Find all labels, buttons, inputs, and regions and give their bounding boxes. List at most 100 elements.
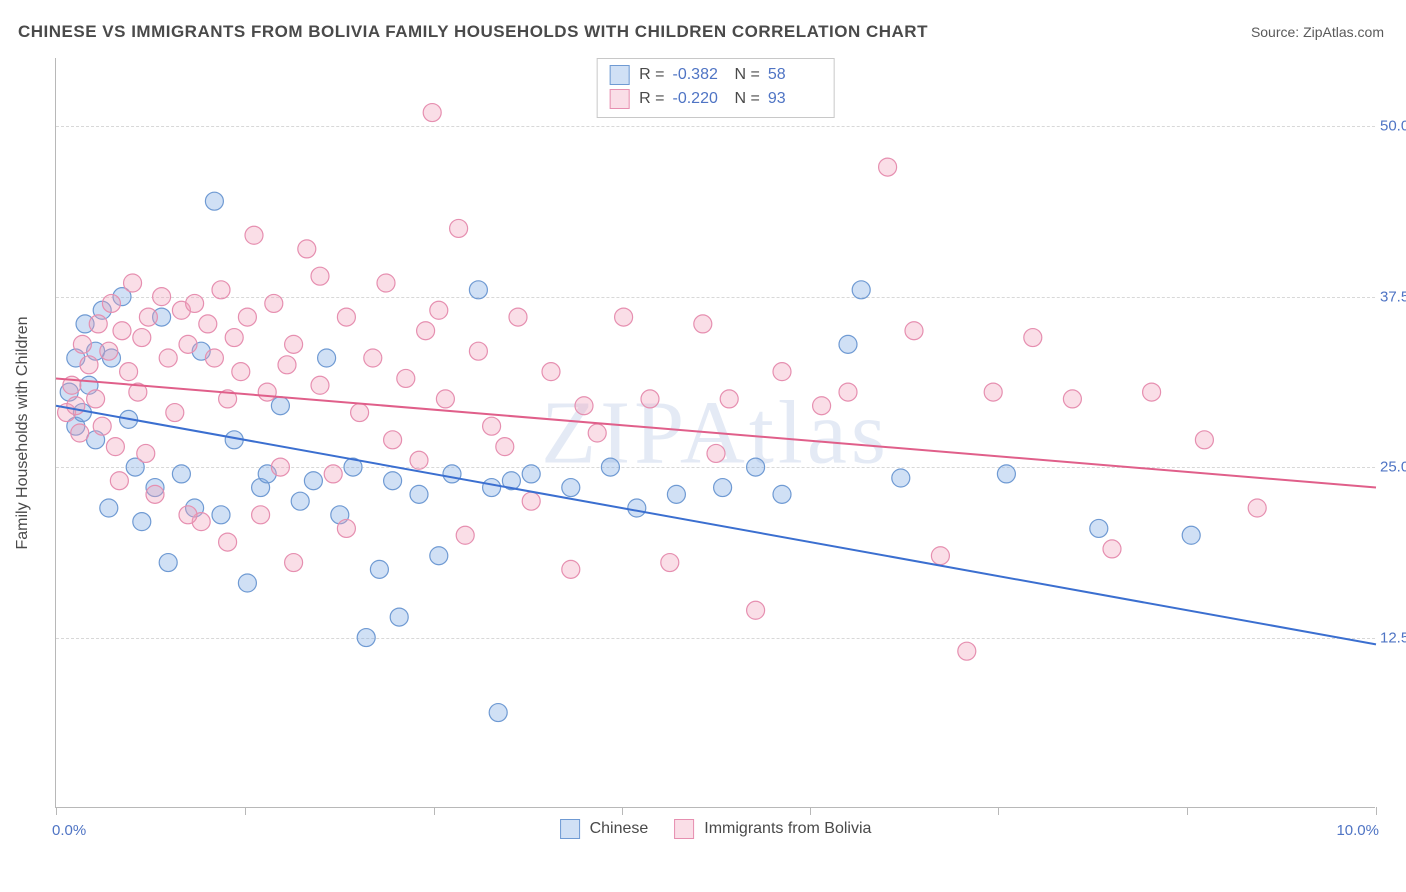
y-tick-label: 25.0%	[1380, 459, 1406, 476]
data-point	[997, 465, 1015, 483]
x-tick	[998, 807, 999, 815]
data-point	[1063, 390, 1081, 408]
data-point	[1248, 499, 1266, 517]
data-point	[469, 342, 487, 360]
data-point	[905, 322, 923, 340]
data-point	[984, 383, 1002, 401]
data-point	[100, 342, 118, 360]
data-point	[212, 281, 230, 299]
data-point	[71, 424, 89, 442]
legend-item-1: Immigrants from Bolivia	[674, 819, 871, 839]
data-point	[456, 526, 474, 544]
data-point	[219, 533, 237, 551]
data-point	[384, 431, 402, 449]
data-point	[351, 404, 369, 422]
data-point	[417, 322, 435, 340]
data-point	[205, 349, 223, 367]
data-point	[199, 315, 217, 333]
chart-area: Family Households with Children ZIPAtlas…	[55, 58, 1375, 808]
trend-line	[56, 378, 1376, 487]
data-point	[1182, 526, 1200, 544]
stat-n-label: N =	[735, 87, 760, 111]
data-point	[133, 513, 151, 531]
data-point	[291, 492, 309, 510]
data-point	[707, 444, 725, 462]
data-point	[179, 335, 197, 353]
data-point	[522, 465, 540, 483]
data-point	[694, 315, 712, 333]
x-tick	[434, 807, 435, 815]
stats-row-series-1: R = -0.220 N = 93	[609, 87, 822, 111]
data-point	[172, 465, 190, 483]
y-tick-label: 12.5%	[1380, 629, 1406, 646]
data-point	[469, 281, 487, 299]
data-point	[285, 554, 303, 572]
data-point	[311, 267, 329, 285]
data-point	[324, 465, 342, 483]
data-point	[397, 369, 415, 387]
stat-r-value-0: -0.382	[673, 63, 727, 87]
data-point	[271, 397, 289, 415]
x-tick-label-min: 0.0%	[52, 822, 86, 839]
data-point	[628, 499, 646, 517]
data-point	[89, 315, 107, 333]
data-point	[430, 301, 448, 319]
data-point	[450, 219, 468, 237]
source-value: ZipAtlas.com	[1303, 24, 1384, 40]
data-point	[370, 560, 388, 578]
data-point	[133, 329, 151, 347]
data-point	[67, 397, 85, 415]
data-point	[852, 281, 870, 299]
data-point	[747, 458, 765, 476]
data-point	[245, 226, 263, 244]
y-tick-label: 37.5%	[1380, 288, 1406, 305]
data-point	[410, 451, 428, 469]
stat-r-label: R =	[639, 63, 664, 87]
data-point	[285, 335, 303, 353]
data-point	[113, 322, 131, 340]
data-point	[958, 642, 976, 660]
data-point	[100, 499, 118, 517]
data-point	[562, 479, 580, 497]
data-point	[931, 547, 949, 565]
data-point	[423, 104, 441, 122]
data-point	[304, 472, 322, 490]
stat-n-label: N =	[735, 63, 760, 87]
data-point	[120, 363, 138, 381]
data-point	[93, 417, 111, 435]
data-point	[443, 465, 461, 483]
stats-row-series-0: R = -0.382 N = 58	[609, 63, 822, 87]
chart-title: CHINESE VS IMMIGRANTS FROM BOLIVIA FAMIL…	[18, 22, 928, 42]
data-point	[892, 469, 910, 487]
data-point	[410, 485, 428, 503]
data-point	[205, 192, 223, 210]
data-point	[839, 383, 857, 401]
scatter-plot-svg	[56, 58, 1375, 807]
data-point	[357, 629, 375, 647]
data-point	[509, 308, 527, 326]
data-point	[110, 472, 128, 490]
legend-label-1: Immigrants from Bolivia	[704, 820, 871, 838]
data-point	[1090, 519, 1108, 537]
data-point	[186, 294, 204, 312]
data-point	[278, 356, 296, 374]
x-tick	[622, 807, 623, 815]
data-point	[232, 363, 250, 381]
data-point	[542, 363, 560, 381]
data-point	[238, 574, 256, 592]
data-point	[522, 492, 540, 510]
data-point	[265, 294, 283, 312]
data-point	[212, 506, 230, 524]
data-point	[714, 479, 732, 497]
data-point	[106, 438, 124, 456]
data-point	[562, 560, 580, 578]
data-point	[337, 519, 355, 537]
data-point	[483, 479, 501, 497]
data-point	[337, 308, 355, 326]
data-point	[102, 294, 120, 312]
data-point	[1195, 431, 1213, 449]
data-point	[80, 356, 98, 374]
data-point	[159, 349, 177, 367]
source-label: Source: ZipAtlas.com	[1251, 24, 1384, 40]
x-tick	[245, 807, 246, 815]
